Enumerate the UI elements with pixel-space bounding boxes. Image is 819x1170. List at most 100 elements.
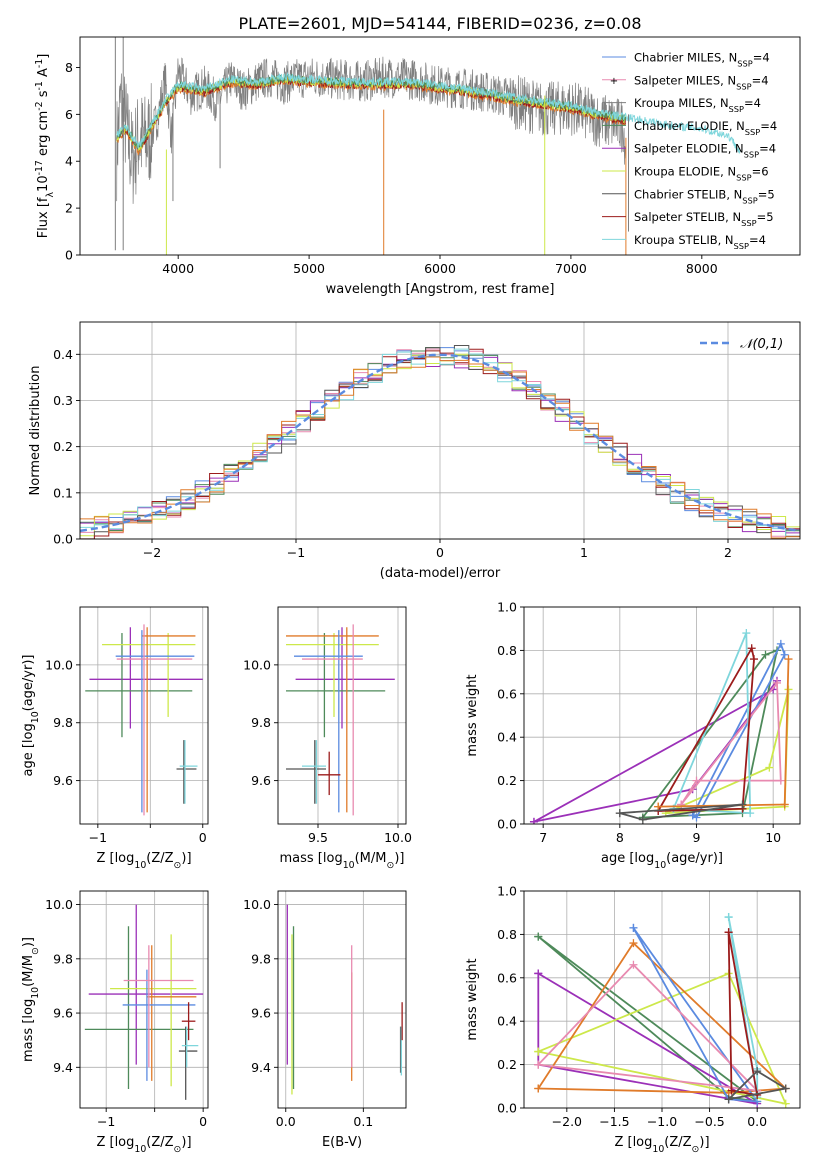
x-tick-label: −1 <box>97 1114 115 1129</box>
histogram-steps <box>80 356 800 539</box>
mass-vs-Z-frame <box>79 890 209 1109</box>
text-span: E(B-V) <box>322 1135 362 1150</box>
spectrum-ylabel: Flux [fλ10-17 erg cm-2 s-1 A-1] <box>34 54 56 239</box>
text-span: =4 <box>760 119 777 133</box>
text-span: Chabrier MILES, N <box>634 51 737 65</box>
weight-line <box>665 689 790 814</box>
residuals-xlabel: (data-model)/error <box>380 566 501 581</box>
weight-vs-age-ylabel: mass weight <box>465 674 480 756</box>
weight-line <box>537 972 788 1105</box>
text-span: Chabrier ELODIE, N <box>634 119 745 133</box>
text-span: SSP <box>744 150 759 160</box>
weight-marker <box>761 650 770 659</box>
weight-marker <box>773 678 781 687</box>
y-tick-label: 0.8 <box>497 643 517 658</box>
residuals-legend: 𝒩(0,1) <box>700 337 783 352</box>
weight-marker <box>615 809 624 818</box>
text-span: 10 <box>654 860 666 871</box>
text-span: Salpeter MILES, N <box>634 73 736 87</box>
text-span: -2 <box>34 101 45 110</box>
y-tick-label: 0 <box>65 248 73 263</box>
x-tick-label: 9 <box>693 830 701 845</box>
x-tick-label: 8000 <box>686 261 718 276</box>
text-span: =4 <box>752 73 769 87</box>
x-tick-label: −1.5 <box>599 1114 629 1129</box>
y-tick-label: 9.6 <box>251 773 271 788</box>
weight-line <box>658 659 790 808</box>
weight-marker <box>529 817 538 824</box>
text-span: )] <box>394 851 404 866</box>
weight-marker <box>724 1095 733 1104</box>
weight-marker <box>727 1086 736 1095</box>
text-span: =4 <box>744 96 761 110</box>
spectrum-xlabel: wavelength [Angstrom, rest frame] <box>326 282 555 297</box>
weight-marker <box>742 629 751 638</box>
weight-marker <box>746 809 755 818</box>
normal-curve <box>80 353 800 533</box>
mass-vs-EBV-axes: 0.0 0.1 9.4 9.6 9.8 10.0 E(B-V) <box>243 890 407 1150</box>
legend-marker: + <box>610 76 618 87</box>
x-tick-label: 5000 <box>293 261 325 276</box>
weight-marker <box>781 1099 790 1108</box>
y-tick-label: 9.4 <box>251 1060 271 1075</box>
spectrum-legend: Chabrier MILES, NSSP=4+ Salpeter MILES, N… <box>602 51 777 251</box>
y-tick-label: 10.0 <box>243 897 271 912</box>
legend-label: Chabrier STELIB, NSSP=5 <box>634 187 775 205</box>
text-span: )] <box>181 1135 191 1150</box>
weight-marker <box>629 960 638 969</box>
y-tick-label: 0.4 <box>53 347 73 362</box>
weight-vs-age-frame <box>523 606 801 825</box>
weight-vs-age-xlabel: age [log10(age/yr)] <box>601 851 723 871</box>
y-tick-label: 0.0 <box>497 1101 517 1116</box>
weight-marker <box>724 913 733 922</box>
age-vs-mass-xlabel: mass [log10(M/M⊙)] <box>280 851 405 871</box>
y-tick-label: 4 <box>65 154 73 169</box>
weight-marker <box>677 800 686 809</box>
age-vs-Z-xlabel: Z [log10(Z/Z⊙)] <box>96 851 191 871</box>
y-tick-label: 10.0 <box>243 657 271 672</box>
text-span: 10 <box>134 1144 146 1155</box>
weight-marker <box>750 655 758 664</box>
figure-title: PLATE=2601, MJD=54144, FIBERID=0236, z=0… <box>238 14 641 33</box>
y-tick-label: 9.6 <box>53 1006 73 1021</box>
y-tick-label: 9.6 <box>251 1006 271 1021</box>
text-span: =5 <box>757 210 774 224</box>
text-span: s <box>36 90 51 101</box>
text-span: age [log <box>601 851 654 866</box>
text-span: ] <box>36 54 51 59</box>
weight-marker <box>765 763 774 772</box>
spectrum-plot-area <box>114 37 741 255</box>
text-span: Salpeter STELIB, N <box>634 210 741 224</box>
weight-marker <box>738 800 747 809</box>
text-span: Flux [f <box>36 197 51 238</box>
weight-marker <box>780 650 789 659</box>
x-tick-label: −2.0 <box>552 1114 582 1129</box>
x-tick-label: 0.0 <box>276 1114 296 1129</box>
y-tick-label: 9.8 <box>251 715 271 730</box>
residuals-axes: −2 −1 0 1 2 0.0 0.1 0.2 0.3 0.4 (data-model)/error… <box>28 321 801 581</box>
x-tick-label: 0.1 <box>353 1114 373 1129</box>
x-tick-label: 10.0 <box>384 830 412 845</box>
text-span: mass [log <box>21 999 36 1062</box>
y-tick-label: 0.4 <box>497 1014 517 1029</box>
x-tick-label: 9.5 <box>308 830 328 845</box>
spectrum-data-line <box>116 56 626 204</box>
x-tick-label: 1 <box>580 545 588 560</box>
weight-marker <box>534 932 543 941</box>
y-tick-label: 0.2 <box>53 439 73 454</box>
weight-marker <box>780 800 789 809</box>
text-span: SSP <box>736 173 751 183</box>
x-tick-label: 7000 <box>555 261 587 276</box>
y-tick-label: 1.0 <box>497 600 517 615</box>
x-tick-label: 0.0 <box>747 1114 767 1129</box>
y-tick-label: 0.2 <box>497 773 517 788</box>
y-tick-label: 6 <box>65 107 73 122</box>
weight-marker <box>629 939 638 948</box>
text-span: ⊙ <box>174 1144 182 1155</box>
text-span: SSP <box>729 104 744 114</box>
legend-label: Salpeter ELODIE, NSSP=4 <box>634 142 776 160</box>
legend-label: Salpeter MILES, NSSP=4 <box>634 73 769 91</box>
weight-marker <box>747 644 756 653</box>
text-span: =4 <box>759 142 776 156</box>
